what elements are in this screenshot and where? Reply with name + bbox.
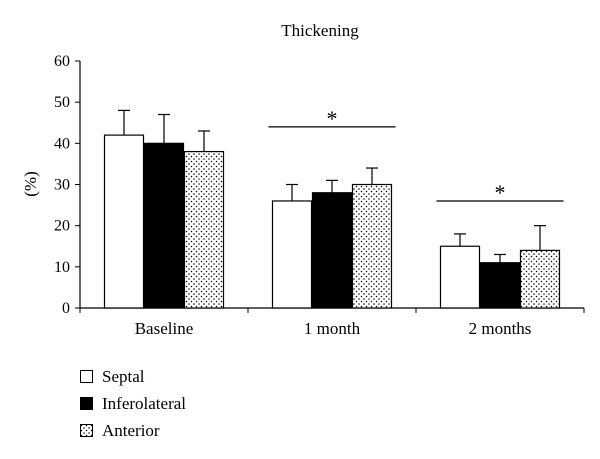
legend: Septal Inferolateral Anterior [80, 366, 186, 447]
bar-septal-1-month [271, 200, 313, 309]
y-tick-label: 20 [54, 218, 70, 235]
legend-swatch-septal [80, 370, 93, 383]
bar-inferolateral-2-months [479, 262, 521, 309]
y-tick-label: 10 [54, 259, 70, 276]
legend-label-septal: Septal [102, 366, 145, 386]
bar-anterior-1-month [351, 183, 393, 309]
y-tick-label: 0 [62, 300, 70, 317]
x-tick-label: Baseline [135, 319, 194, 338]
y-tick-label: 40 [54, 135, 70, 152]
bars-group [103, 134, 561, 309]
legend-item-anterior: Anterior [80, 420, 186, 441]
bar-septal-2-months [439, 245, 481, 309]
y-tick-label: 50 [54, 94, 70, 111]
bar-inferolateral-baseline [143, 142, 185, 309]
legend-label-inferolateral: Inferolateral [102, 393, 186, 413]
legend-item-septal: Septal [80, 366, 186, 387]
bar-anterior-baseline [183, 150, 225, 309]
y-tick-label: 60 [54, 53, 70, 70]
bar-septal-baseline [103, 134, 145, 309]
significance-star: * [495, 180, 506, 205]
y-axis-label: (%) [21, 171, 40, 196]
bar-inferolateral-1-month [311, 192, 353, 309]
annotations-group: ** [268, 106, 564, 205]
x-tick-label: 1 month [304, 319, 361, 338]
significance-star: * [327, 106, 338, 131]
y-tick-label: 30 [54, 177, 70, 194]
chart-title: Thickening [281, 21, 359, 40]
x-tick-label: 2 months [469, 319, 532, 338]
legend-swatch-inferolateral [80, 397, 93, 410]
legend-swatch-anterior [80, 424, 93, 437]
bar-anterior-2-months [519, 249, 561, 309]
legend-item-inferolateral: Inferolateral [80, 393, 186, 414]
legend-label-anterior: Anterior [102, 420, 160, 440]
error-bars-group [118, 109, 546, 263]
